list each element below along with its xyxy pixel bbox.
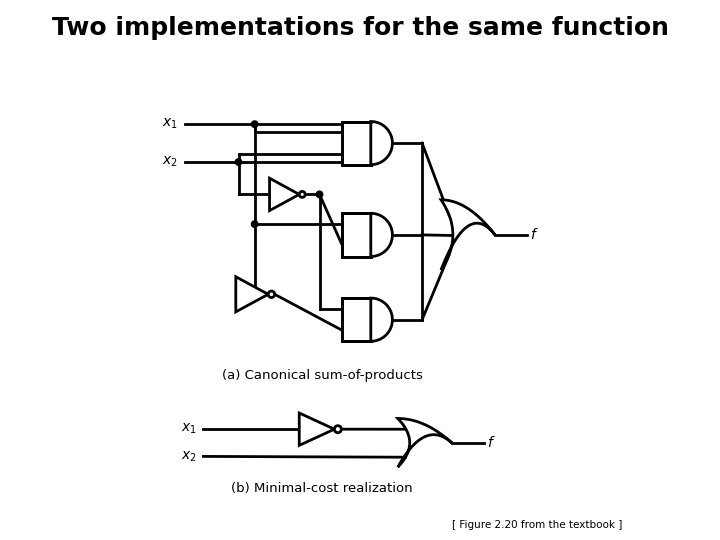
Text: $f$: $f$ <box>530 227 539 242</box>
Text: (b) Minimal-cost realization: (b) Minimal-cost realization <box>231 482 413 495</box>
Polygon shape <box>397 418 452 467</box>
Polygon shape <box>269 178 300 211</box>
Polygon shape <box>441 200 495 270</box>
Polygon shape <box>236 276 268 312</box>
Circle shape <box>334 426 341 433</box>
Circle shape <box>235 159 242 165</box>
Polygon shape <box>371 298 392 341</box>
Polygon shape <box>343 122 371 165</box>
Text: $x_2$: $x_2$ <box>181 449 197 464</box>
Polygon shape <box>343 213 371 256</box>
Circle shape <box>268 291 275 298</box>
Text: $x_2$: $x_2$ <box>162 155 178 169</box>
Circle shape <box>316 191 323 198</box>
Polygon shape <box>371 122 392 165</box>
Text: Two implementations for the same function: Two implementations for the same functio… <box>52 16 668 40</box>
Polygon shape <box>343 298 371 341</box>
Text: $x_1$: $x_1$ <box>162 117 178 131</box>
Text: [ Figure 2.20 from the textbook ]: [ Figure 2.20 from the textbook ] <box>451 520 622 530</box>
Circle shape <box>251 121 258 127</box>
Circle shape <box>251 221 258 227</box>
Polygon shape <box>371 213 392 256</box>
Text: (a) Canonical sum-of-products: (a) Canonical sum-of-products <box>222 369 423 382</box>
Text: $x_1$: $x_1$ <box>181 422 197 436</box>
Circle shape <box>300 191 305 197</box>
Polygon shape <box>300 413 334 446</box>
Text: $f$: $f$ <box>487 435 495 450</box>
